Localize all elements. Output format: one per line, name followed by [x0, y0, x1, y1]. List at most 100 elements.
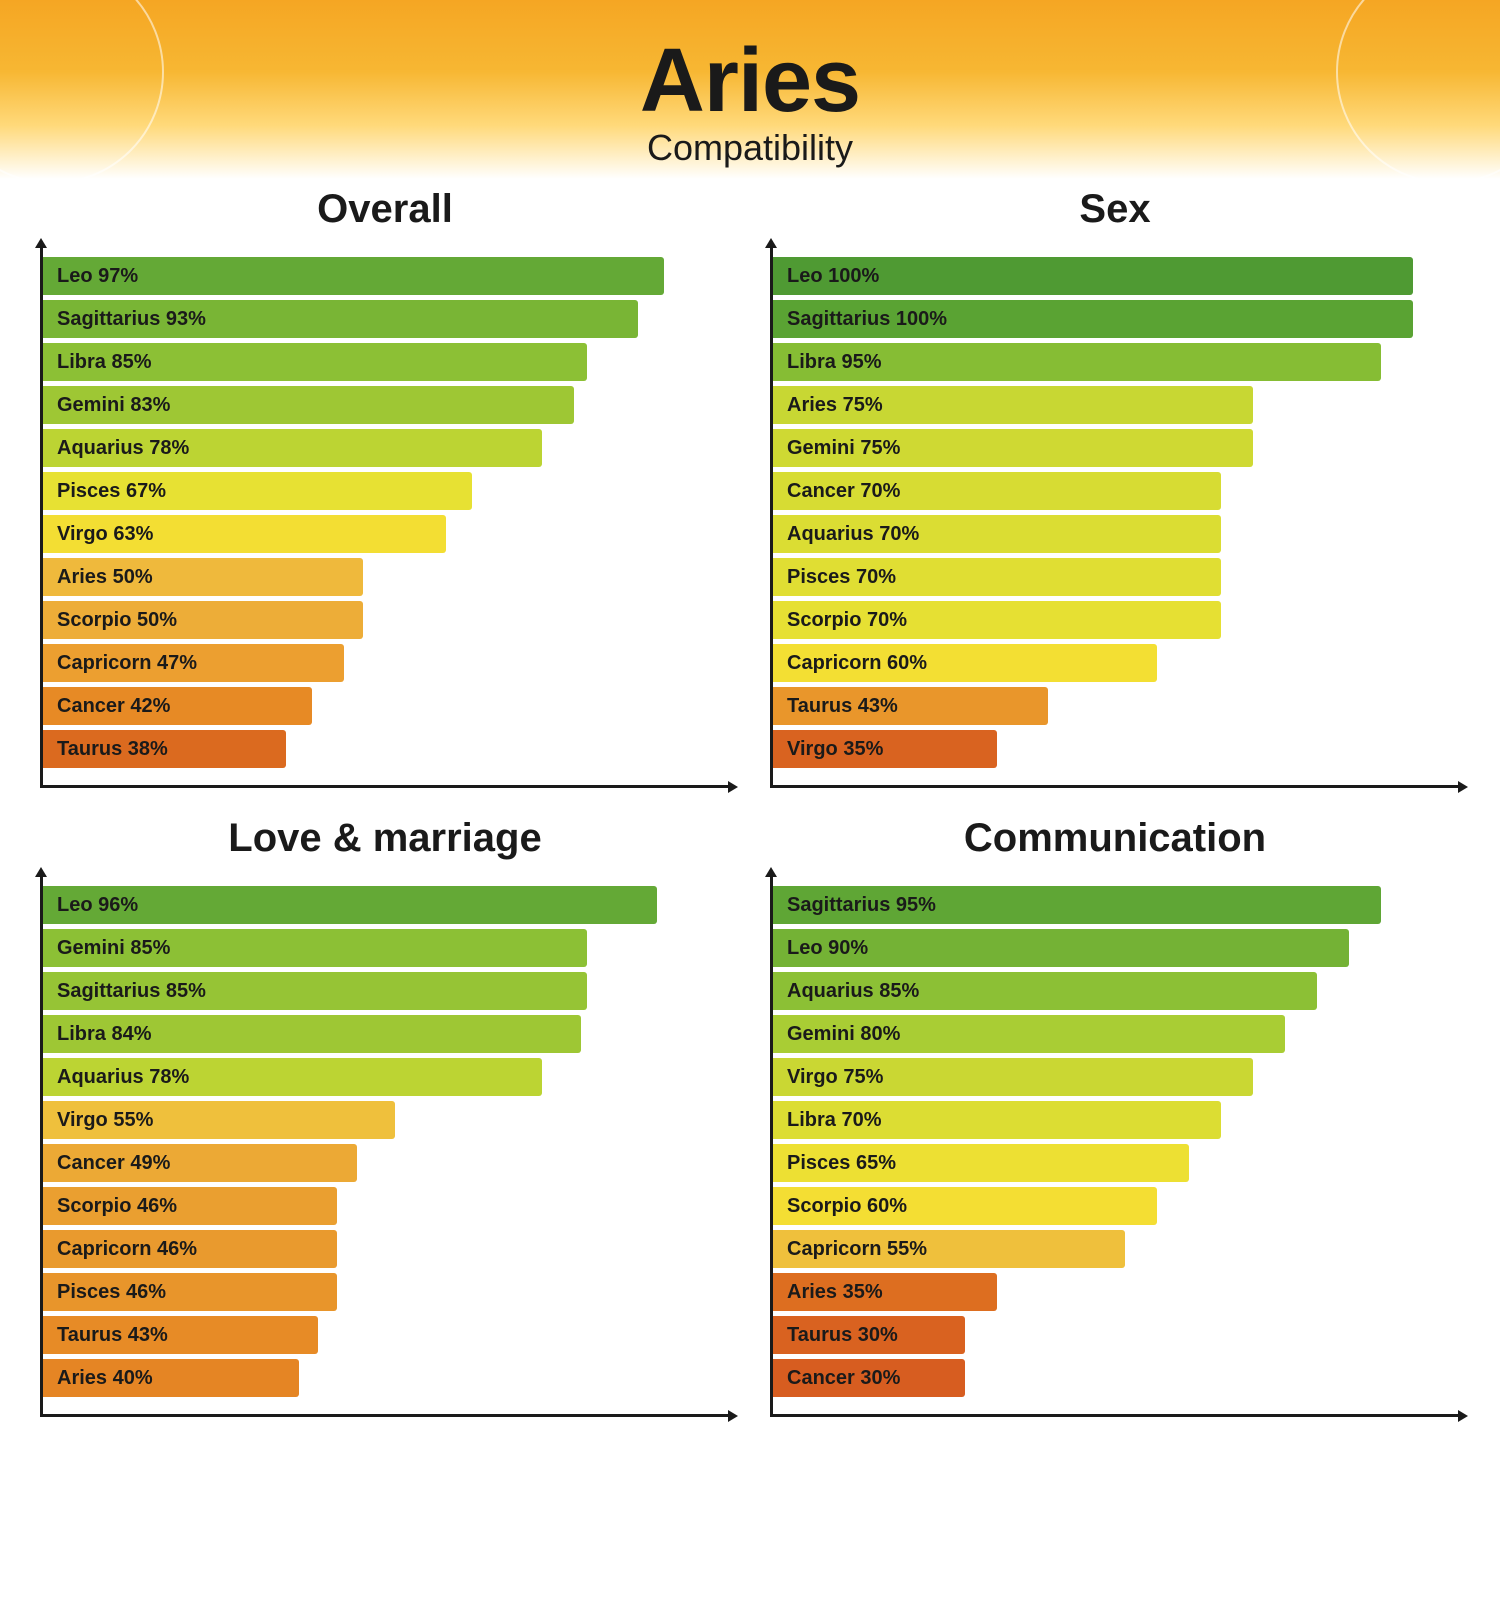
- bar: Gemini 83%: [43, 386, 574, 424]
- bar-value: 75: [843, 394, 865, 417]
- bar: Leo 96%: [43, 886, 657, 924]
- bar: Aquarius 78%: [43, 1058, 542, 1096]
- bar-label: Libra: [787, 351, 836, 374]
- bar-label: Pisces: [57, 480, 120, 503]
- bar-label: Aquarius: [787, 523, 874, 546]
- chart-axes: Sagittarius 95%Leo 90%Aquarius 85%Gemini…: [770, 875, 1460, 1417]
- chart-axes: Leo 96% Gemini 85% Sagittarius 85% Libra 84…: [40, 875, 730, 1417]
- bar-value: 85: [166, 980, 188, 1003]
- bar-label: Leo: [787, 265, 823, 288]
- bar: Capricorn 46%: [43, 1230, 337, 1268]
- bar: Sagittarius 95%: [773, 886, 1381, 924]
- bar-label: Sagittarius: [787, 308, 890, 331]
- bar-label: Taurus: [57, 738, 122, 761]
- bar-label: Leo: [57, 894, 93, 917]
- bar-label: Aries: [787, 394, 837, 417]
- header-banner: Aries Compatibility: [0, 0, 1500, 179]
- bar-label: Scorpio: [57, 609, 131, 632]
- bar-value: 40: [113, 1367, 135, 1390]
- chart-title: Communication: [770, 816, 1460, 861]
- bar-value: 95: [841, 351, 863, 374]
- bar-label: Cancer: [787, 1367, 855, 1390]
- bar-value: 78: [149, 437, 171, 460]
- bar-value: 43: [858, 695, 880, 718]
- bar-label: Aries: [787, 1281, 837, 1304]
- chart-title: Overall: [40, 187, 730, 232]
- bar-value: 46: [137, 1195, 159, 1218]
- bar: Aries 35%: [773, 1273, 997, 1311]
- bar: Leo 100%: [773, 257, 1413, 295]
- bar: Virgo 55%: [43, 1101, 395, 1139]
- bar-value: 75: [860, 437, 882, 460]
- bar-value: 100: [828, 265, 861, 288]
- bar-value: 55: [887, 1238, 909, 1261]
- bar-value: 70: [841, 1109, 863, 1132]
- bar-label: Cancer: [787, 480, 855, 503]
- bar-label: Sagittarius: [57, 980, 160, 1003]
- bar-value: 70: [867, 609, 889, 632]
- page: Aries Compatibility Overall Leo 97% Sagitt…: [0, 0, 1500, 1457]
- bar-label: Capricorn: [787, 652, 881, 675]
- bar: Libra 70%: [773, 1101, 1221, 1139]
- bar-value: 35: [843, 738, 865, 761]
- bar: Virgo 75%: [773, 1058, 1253, 1096]
- bar: Leo 90%: [773, 929, 1349, 967]
- bar-value: 67: [126, 480, 148, 503]
- bar-label: Gemini: [787, 437, 855, 460]
- bar-label: Taurus: [57, 1324, 122, 1347]
- bar-value: 50: [137, 609, 159, 632]
- bar-value: 47: [157, 652, 179, 675]
- bar-label: Pisces: [787, 566, 850, 589]
- bar-value: 84: [111, 1023, 133, 1046]
- bar: Capricorn 55%: [773, 1230, 1125, 1268]
- bar: Leo 97%: [43, 257, 664, 295]
- bar-value: 65: [856, 1152, 878, 1175]
- bar-label: Aries: [57, 566, 107, 589]
- bar-value: 63: [113, 523, 135, 546]
- bar-label: Scorpio: [57, 1195, 131, 1218]
- bar-label: Aquarius: [57, 1066, 144, 1089]
- bar-value: 78: [149, 1066, 171, 1089]
- bar-value: 42: [130, 695, 152, 718]
- chart-panel: OverallLeo 97%Sagittarius 93%Libra 85%Ge…: [40, 179, 730, 788]
- bar-value: 43: [128, 1324, 150, 1347]
- bar-value: 85: [130, 937, 152, 960]
- bar-label: Aquarius: [787, 980, 874, 1003]
- chart-title: Sex: [770, 187, 1460, 232]
- bar-label: Aries: [57, 1367, 107, 1390]
- bar-label: Scorpio: [787, 1195, 861, 1218]
- bar-label: Libra: [57, 1023, 106, 1046]
- bar: Taurus 43%: [773, 687, 1048, 725]
- bar: Aquarius 85%: [773, 972, 1317, 1010]
- bar: Taurus 43%: [43, 1316, 318, 1354]
- bar-value: 83: [130, 394, 152, 417]
- bar-value: 55: [113, 1109, 135, 1132]
- bar-value: 38: [128, 738, 150, 761]
- chart-panel: SexLeo 100%Sagittarius 100%Libra 95%Arie…: [770, 179, 1460, 788]
- bar: Pisces 70%: [773, 558, 1221, 596]
- bar: Aquarius 78%: [43, 429, 542, 467]
- bar-label: Taurus: [787, 1324, 852, 1347]
- bar-label: Capricorn: [57, 1238, 151, 1261]
- bar-value: 60: [887, 652, 909, 675]
- bar: Gemini 85%: [43, 929, 587, 967]
- charts-grid: OverallLeo 97%Sagittarius 93%Libra 85%Ge…: [0, 179, 1500, 1457]
- bar: Libra 95%: [773, 343, 1381, 381]
- bar: Scorpio 60%: [773, 1187, 1157, 1225]
- bar-label: Leo: [787, 937, 823, 960]
- bar: Cancer 42%: [43, 687, 312, 725]
- bar: Sagittarius 93%: [43, 300, 638, 338]
- bar-value: 60: [867, 1195, 889, 1218]
- chart-axes: Leo 100%Sagittarius 100%Libra 95%Aries 7…: [770, 246, 1460, 788]
- bar-value: 70: [860, 480, 882, 503]
- bar-value: 30: [860, 1367, 882, 1390]
- bar-value: 90: [828, 937, 850, 960]
- chart-title: Love & marriage: [40, 816, 730, 861]
- bar: Gemini 75%: [773, 429, 1253, 467]
- bar: Pisces 67%: [43, 472, 472, 510]
- bar: Sagittarius 85%: [43, 972, 587, 1010]
- bar-label: Gemini: [57, 394, 125, 417]
- bar-value: 85: [879, 980, 901, 1003]
- bar-value: 100: [896, 308, 929, 331]
- bar-label: Leo: [57, 265, 93, 288]
